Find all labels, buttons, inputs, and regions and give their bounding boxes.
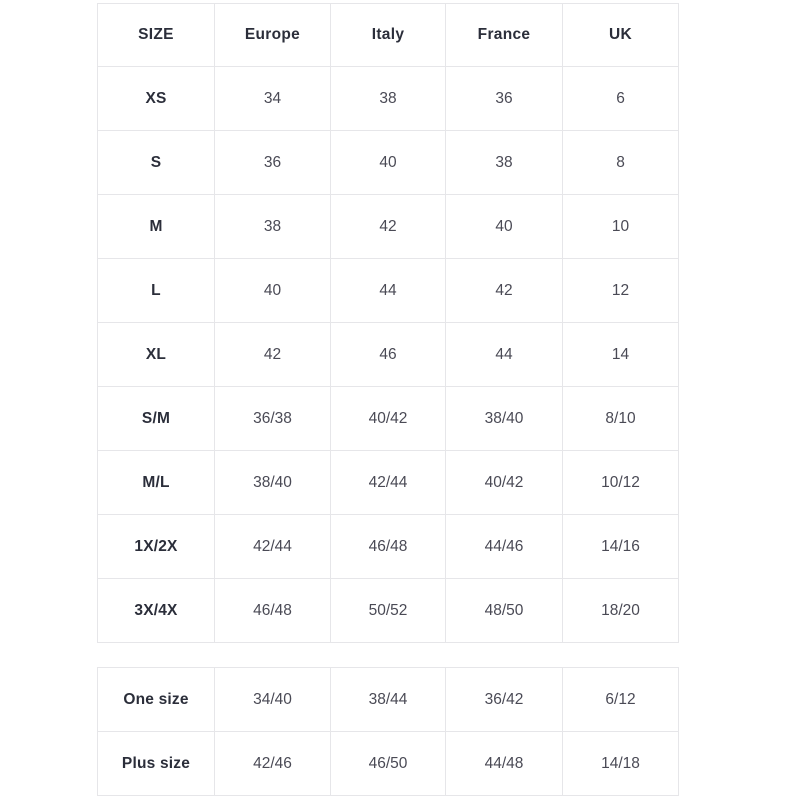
cell-europe: 42 bbox=[214, 322, 331, 387]
cell-size: One size bbox=[97, 667, 215, 732]
cell-france: 44 bbox=[445, 322, 563, 387]
cell-size: XL bbox=[97, 322, 215, 387]
cell-uk: 6/12 bbox=[562, 667, 679, 732]
cell-europe: 34/40 bbox=[214, 667, 331, 732]
table-row: 3X/4X 46/48 50/52 48/50 18/20 bbox=[97, 578, 679, 643]
cell-uk: 8 bbox=[562, 130, 679, 195]
column-header-uk: UK bbox=[562, 3, 679, 67]
table-row: M 38 42 40 10 bbox=[97, 194, 679, 259]
cell-italy: 46 bbox=[330, 322, 446, 387]
cell-italy: 46/48 bbox=[330, 514, 446, 579]
cell-france: 38/40 bbox=[445, 386, 563, 451]
cell-europe: 46/48 bbox=[214, 578, 331, 643]
table-row: S 36 40 38 8 bbox=[97, 130, 679, 195]
cell-europe: 38/40 bbox=[214, 450, 331, 515]
cell-italy: 50/52 bbox=[330, 578, 446, 643]
cell-size: 3X/4X bbox=[97, 578, 215, 643]
cell-europe: 36 bbox=[214, 130, 331, 195]
cell-size: S/M bbox=[97, 386, 215, 451]
cell-italy: 40/42 bbox=[330, 386, 446, 451]
table-row: L 40 44 42 12 bbox=[97, 258, 679, 323]
cell-italy: 44 bbox=[330, 258, 446, 323]
table-row: 1X/2X 42/44 46/48 44/46 14/16 bbox=[97, 514, 679, 579]
cell-france: 44/46 bbox=[445, 514, 563, 579]
cell-france: 44/48 bbox=[445, 731, 563, 796]
table-row: One size 34/40 38/44 36/42 6/12 bbox=[97, 667, 679, 732]
cell-uk: 6 bbox=[562, 66, 679, 131]
column-header-italy: Italy bbox=[330, 3, 446, 67]
cell-size: S bbox=[97, 130, 215, 195]
cell-italy: 42 bbox=[330, 194, 446, 259]
header-row: SIZE Europe Italy France UK bbox=[97, 3, 679, 67]
table-row: M/L 38/40 42/44 40/42 10/12 bbox=[97, 450, 679, 515]
column-header-france: France bbox=[445, 3, 563, 67]
cell-france: 40 bbox=[445, 194, 563, 259]
column-header-size: SIZE bbox=[97, 3, 215, 67]
cell-uk: 18/20 bbox=[562, 578, 679, 643]
table-row: XL 42 46 44 14 bbox=[97, 322, 679, 387]
cell-size: 1X/2X bbox=[97, 514, 215, 579]
cell-europe: 36/38 bbox=[214, 386, 331, 451]
cell-europe: 42/44 bbox=[214, 514, 331, 579]
cell-size: Plus size bbox=[97, 731, 215, 796]
cell-italy: 46/50 bbox=[330, 731, 446, 796]
table-body: XS 34 38 36 6 S 36 40 38 8 M 38 42 40 10 bbox=[97, 66, 679, 643]
cell-france: 38 bbox=[445, 130, 563, 195]
cell-uk: 14 bbox=[562, 322, 679, 387]
table-header: SIZE Europe Italy France UK bbox=[97, 3, 679, 67]
cell-uk: 14/18 bbox=[562, 731, 679, 796]
size-conversion-table: SIZE Europe Italy France UK XS 34 38 36 … bbox=[97, 3, 679, 643]
cell-italy: 40 bbox=[330, 130, 446, 195]
table-row: S/M 36/38 40/42 38/40 8/10 bbox=[97, 386, 679, 451]
cell-size: L bbox=[97, 258, 215, 323]
cell-europe: 40 bbox=[214, 258, 331, 323]
cell-france: 36 bbox=[445, 66, 563, 131]
cell-france: 42 bbox=[445, 258, 563, 323]
cell-size: M bbox=[97, 194, 215, 259]
cell-size: XS bbox=[97, 66, 215, 131]
cell-italy: 42/44 bbox=[330, 450, 446, 515]
cell-europe: 34 bbox=[214, 66, 331, 131]
cell-france: 40/42 bbox=[445, 450, 563, 515]
table-row: Plus size 42/46 46/50 44/48 14/18 bbox=[97, 731, 679, 796]
cell-france: 48/50 bbox=[445, 578, 563, 643]
table-body: One size 34/40 38/44 36/42 6/12 Plus siz… bbox=[97, 667, 679, 796]
cell-uk: 10 bbox=[562, 194, 679, 259]
cell-uk: 8/10 bbox=[562, 386, 679, 451]
one-size-plus-size-table: One size 34/40 38/44 36/42 6/12 Plus siz… bbox=[97, 667, 679, 796]
table-row: XS 34 38 36 6 bbox=[97, 66, 679, 131]
cell-europe: 38 bbox=[214, 194, 331, 259]
cell-europe: 42/46 bbox=[214, 731, 331, 796]
cell-uk: 12 bbox=[562, 258, 679, 323]
cell-size: M/L bbox=[97, 450, 215, 515]
cell-italy: 38 bbox=[330, 66, 446, 131]
column-header-europe: Europe bbox=[214, 3, 331, 67]
cell-italy: 38/44 bbox=[330, 667, 446, 732]
cell-uk: 14/16 bbox=[562, 514, 679, 579]
cell-uk: 10/12 bbox=[562, 450, 679, 515]
cell-france: 36/42 bbox=[445, 667, 563, 732]
